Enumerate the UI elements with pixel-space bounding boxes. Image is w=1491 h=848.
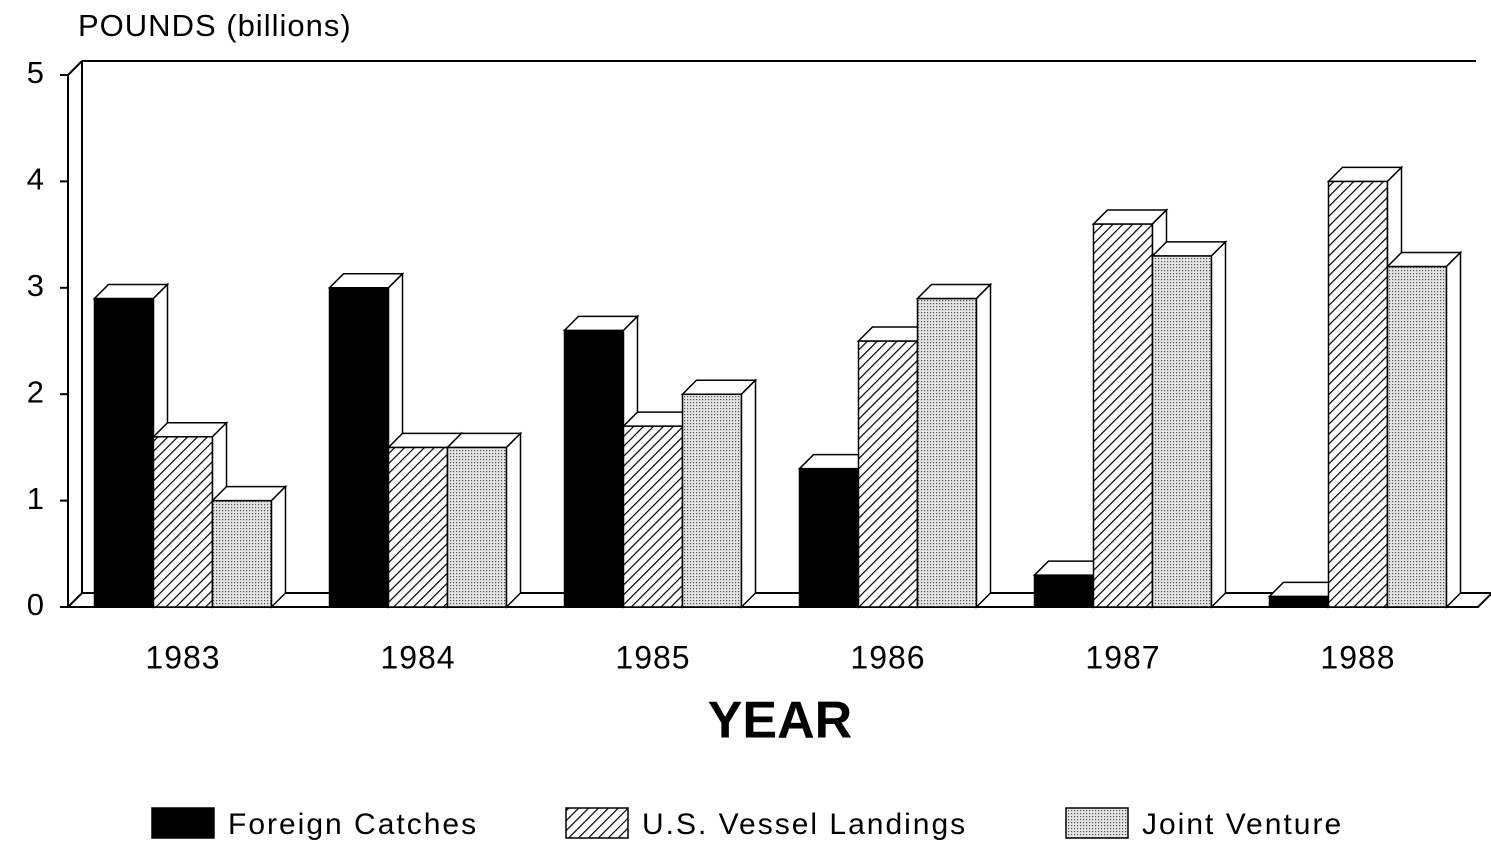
bar [1033, 574, 1095, 608]
y-tick-label: 0 [27, 587, 44, 622]
x-tick-label: 1984 [380, 639, 455, 675]
bar [446, 446, 508, 608]
bar [1386, 265, 1448, 608]
bar [622, 425, 684, 608]
x-tick-label: 1988 [1320, 639, 1395, 675]
bar [152, 436, 214, 608]
y-tick-label: 2 [27, 374, 44, 409]
bar [1268, 595, 1330, 608]
x-tick-label: 1986 [850, 639, 925, 675]
y-tick-label: 3 [27, 268, 44, 303]
bar [93, 297, 155, 608]
y-tick-label: 1 [27, 481, 44, 516]
bar [681, 393, 743, 608]
bar-side [740, 378, 757, 609]
bar [563, 329, 625, 608]
x-axis-label: YEAR [708, 692, 852, 750]
bar-side [1210, 240, 1227, 609]
bar [916, 297, 978, 608]
legend-swatch [1065, 807, 1129, 839]
wall-top [67, 60, 83, 76]
x-tick-label: 1985 [615, 639, 690, 675]
bar-side [1445, 250, 1462, 609]
bar-side [505, 431, 522, 609]
bar [1151, 255, 1213, 608]
legend-swatch [151, 807, 215, 839]
bar [1092, 223, 1154, 608]
legend-label: Foreign Catches [228, 808, 478, 841]
legend-label: Joint Venture [1142, 808, 1343, 841]
bar [211, 499, 273, 608]
frame [67, 60, 1491, 608]
legend-label: U.S. Vessel Landings [642, 808, 967, 841]
bar-side [975, 282, 992, 609]
bar [857, 340, 919, 608]
bar [1327, 180, 1389, 608]
y-tick-label: 4 [27, 162, 44, 197]
floor [67, 592, 1491, 608]
bar [328, 287, 390, 608]
bar [798, 467, 860, 608]
y-axis-label: POUNDS (billions) [78, 8, 352, 43]
legend-swatch [565, 807, 629, 839]
bar-side [270, 484, 287, 609]
bar [387, 446, 449, 608]
x-tick-label: 1983 [145, 639, 220, 675]
y-tick-label: 5 [27, 55, 44, 90]
x-tick-label: 1987 [1085, 639, 1160, 675]
